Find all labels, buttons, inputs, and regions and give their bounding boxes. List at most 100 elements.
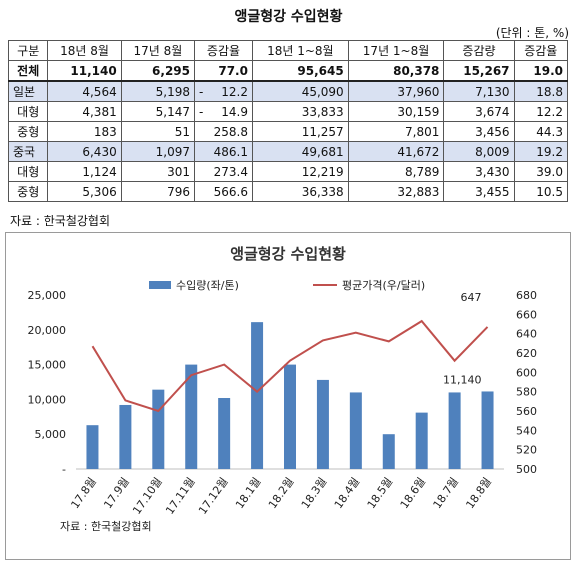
table-cell: 5,147: [120, 101, 196, 122]
row-label: 일본: [7, 80, 49, 102]
table-cell: 796: [120, 181, 196, 202]
x-tick-label: 18.5월: [365, 475, 396, 511]
bar: [382, 434, 395, 469]
y-right-tick-label: 560: [516, 405, 537, 418]
table-cell: 258.8: [194, 121, 253, 142]
header-cell: 18년 8월: [47, 40, 122, 61]
table-cell: 18.8: [513, 80, 569, 102]
header-cell: 17년 1~8월: [347, 40, 445, 61]
x-tick-label: 18.8월: [463, 475, 494, 511]
table-cell: 5,306: [47, 181, 122, 202]
table-cell: 3,674: [443, 101, 515, 122]
table-row: 중국 6,430 1,097 486.1 49,681 41,672 8,009…: [7, 141, 569, 162]
bar: [218, 398, 231, 469]
table-cell: 1,124: [47, 161, 122, 182]
x-tick-label: 17.12월: [196, 475, 231, 517]
x-tick-label: 18.1월: [233, 475, 264, 511]
table-cell: 4,381: [47, 101, 122, 122]
table-row: 전체 11,140 6,295 77.0 95,645 80,378 15,26…: [7, 60, 569, 82]
y-right-tick-label: 500: [516, 463, 537, 476]
bar: [185, 364, 198, 469]
minus-sign: -: [199, 84, 204, 99]
table-cell: 45,090: [251, 80, 349, 102]
header-cell: 증감율: [194, 40, 253, 61]
header-cell: 구분: [7, 40, 49, 61]
y-right-tick-label: 660: [516, 308, 537, 321]
chart-title: 앵글형강 수입현황: [230, 245, 346, 263]
table-cell: 7,130: [443, 80, 515, 102]
x-tick-label: 17.8월: [68, 475, 99, 511]
chart-source-note: 자료 : 한국철강협회: [60, 520, 152, 533]
bar: [316, 379, 329, 469]
bar: [349, 392, 362, 469]
table-cell: 49,681: [251, 141, 349, 162]
table-cell: 486.1: [194, 141, 253, 162]
source-note: 자료 : 한국철강협회: [10, 214, 110, 228]
plot-area: - 5,000 10,000 15,000 20,000 25,000 500 520 540 5…: [28, 289, 538, 517]
table-cell: 37,960: [347, 80, 445, 102]
header-cell: 증감율: [513, 40, 569, 61]
table-row: 중형 5,306 796 566.6 36,338 32,883 3,455 1…: [7, 181, 569, 202]
y-left-tick-label: -: [62, 463, 66, 476]
cell-value: 12.2: [221, 84, 248, 99]
table-cell: 44.3: [513, 121, 569, 142]
table-cell: - 14.9: [194, 101, 253, 122]
x-tick-label: 18.6월: [398, 475, 429, 511]
y-right-tick-label: 540: [516, 424, 537, 437]
table-cell: 7,801: [347, 121, 445, 142]
bar: [152, 389, 165, 469]
table-row: 대형 4,381 5,147 - 14.9 33,833 30,159 3,674…: [7, 101, 569, 122]
table-cell: 80,378: [347, 60, 445, 82]
table-cell: 19.2: [513, 141, 569, 162]
x-tick-label: 17.9월: [101, 475, 132, 511]
row-label: 대형: [7, 161, 49, 182]
y-left-tick-label: 25,000: [28, 289, 67, 302]
table-cell: 11,140: [47, 60, 122, 82]
table-cell: 3,430: [443, 161, 515, 182]
y-right-tick-label: 600: [516, 366, 537, 379]
y-left-tick-label: 15,000: [28, 359, 67, 372]
price-line: [91, 319, 489, 413]
import-table: 구분 18년 8월 17년 8월 증감율 18년 1~8월 17년 1~8월 증…: [7, 40, 569, 202]
x-tick-label: 17.10월: [130, 475, 165, 517]
table-cell: 8,789: [347, 161, 445, 182]
row-label: 중형: [7, 121, 49, 142]
table-cell: 12,219: [251, 161, 349, 182]
table-cell: 11,257: [251, 121, 349, 142]
table-row: 대형 1,124 301 273.4 12,219 8,789 3,430 39…: [7, 161, 569, 182]
table-header-row: 구분 18년 8월 17년 8월 증감율 18년 1~8월 17년 1~8월 증…: [7, 40, 569, 61]
bar: [284, 364, 296, 469]
data-label: 647: [461, 291, 482, 304]
table-row: 일본 4,564 5,198 - 12.2 45,090 37,960 7,130…: [7, 80, 569, 102]
table-cell: 10.5: [513, 181, 569, 202]
row-label: 중국: [7, 141, 49, 162]
table-cell: 41,672: [347, 141, 445, 162]
table-cell: 32,883: [347, 181, 445, 202]
table-cell: 36,338: [251, 181, 349, 202]
legend-bar-swatch: [149, 281, 171, 289]
y-right-tick-label: 580: [516, 386, 537, 399]
table-cell: 95,645: [251, 60, 349, 82]
bar: [251, 322, 264, 469]
y-right-tick-label: 620: [516, 347, 537, 360]
table-cell: 30,159: [347, 101, 445, 122]
row-label: 대형: [7, 101, 49, 122]
table-cell: 77.0: [194, 60, 253, 82]
table-cell: 5,198: [120, 80, 196, 102]
table-cell: 3,455: [443, 181, 515, 202]
header-cell: 18년 1~8월: [251, 40, 349, 61]
y-left-tick-label: 5,000: [35, 428, 67, 441]
table-cell: 301: [120, 161, 196, 182]
bar: [119, 404, 132, 469]
table-cell: 12.2: [513, 101, 569, 122]
minus-sign: -: [199, 104, 204, 119]
legend-label-bars: 수입량(좌/톤): [176, 279, 239, 292]
combo-chart: 앵글형강 수입현황 수입량(좌/톤) 평균가격(우/달러) - 5,000 10,0…: [28, 245, 538, 533]
bar: [415, 412, 428, 469]
table-cell: - 12.2: [194, 80, 253, 102]
cell-value: 14.9: [221, 104, 248, 119]
table-cell: 8,009: [443, 141, 515, 162]
table-cell: 273.4: [194, 161, 253, 182]
bar: [481, 391, 494, 469]
chart-frame: 앵글형강 수입현황 수입량(좌/톤) 평균가격(우/달러) - 5,000 10,0…: [5, 232, 571, 560]
